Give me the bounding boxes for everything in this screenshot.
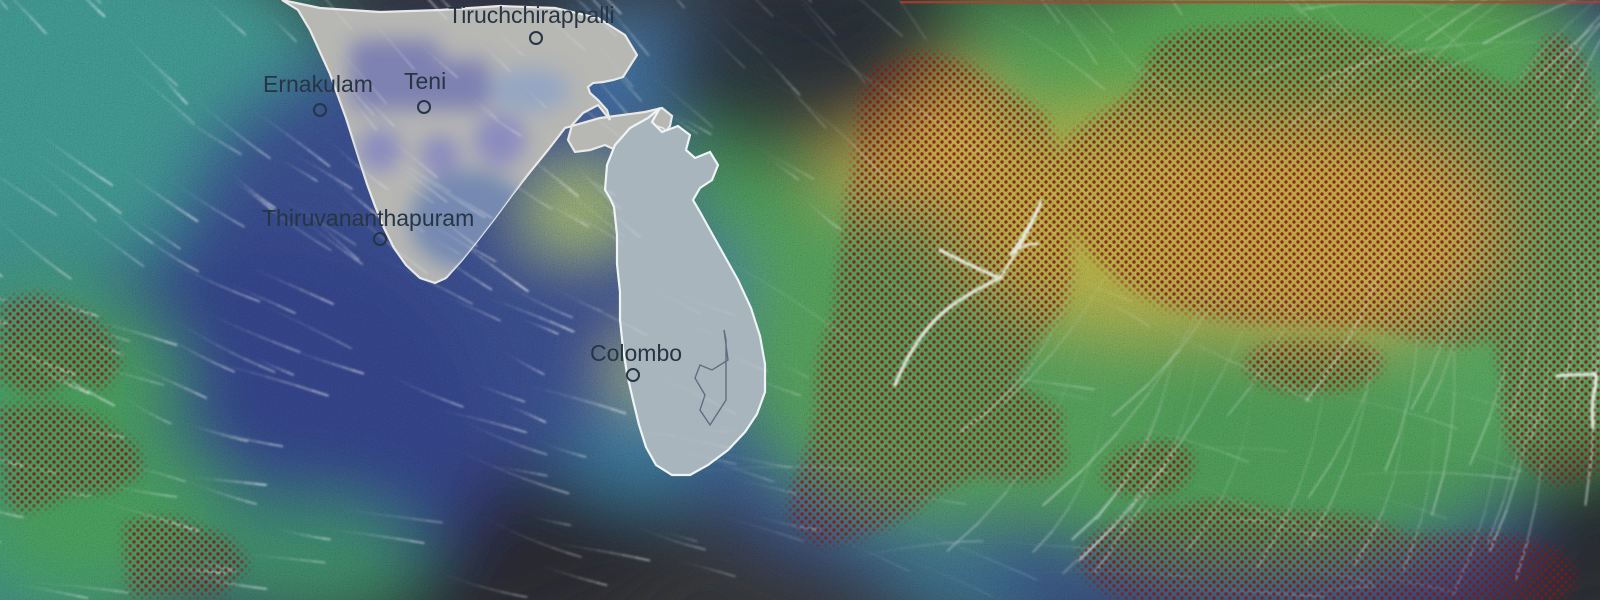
svg-text:Thiruvananthapuram: Thiruvananthapuram [262, 205, 474, 231]
svg-text:Ernakulam: Ernakulam [263, 71, 373, 97]
svg-text:Tiruchchirappalli: Tiruchchirappalli [448, 2, 615, 28]
svg-text:Teni: Teni [404, 68, 446, 94]
svg-text:Colombo: Colombo [590, 340, 682, 366]
